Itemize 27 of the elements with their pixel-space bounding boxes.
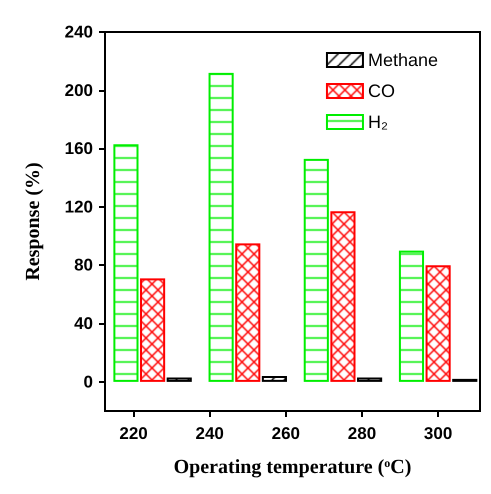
- y-tick-label: 40: [74, 314, 93, 334]
- legend-label: CO: [368, 81, 395, 101]
- legend-label: H₂: [368, 112, 388, 132]
- y-tick-label: 240: [64, 22, 93, 42]
- x-tick-label: 240: [196, 424, 224, 443]
- y-axis-title: Response (%): [22, 162, 44, 281]
- bar: [357, 377, 382, 382]
- y-tick-label: 120: [64, 197, 93, 216]
- x-tick-label: 300: [424, 424, 452, 443]
- bar: [262, 376, 287, 382]
- bar: [113, 144, 139, 382]
- y-tick-label: 0: [84, 372, 93, 392]
- bar: [304, 158, 329, 382]
- bar: [330, 211, 356, 382]
- x-tick-label: 280: [348, 424, 376, 443]
- y-tick-label: 80: [74, 256, 93, 275]
- legend-label: Methane: [368, 50, 438, 70]
- x-tick-label: 260: [272, 424, 300, 443]
- y-tick-label: 200: [64, 80, 93, 100]
- bar: [426, 265, 451, 382]
- bar: [140, 278, 166, 382]
- bar: [208, 72, 234, 382]
- bar: [235, 243, 260, 382]
- x-tick-label: 220: [119, 424, 148, 443]
- y-tick-label: 160: [64, 139, 93, 158]
- bar: [166, 377, 192, 382]
- bar: [398, 250, 424, 382]
